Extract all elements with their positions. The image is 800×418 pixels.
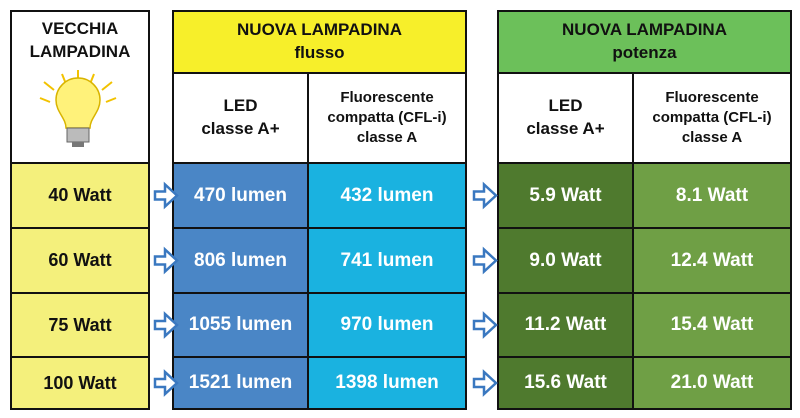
cell-text: compatta (CFL-i) xyxy=(327,108,447,126)
power-cell: 15.4 Watt xyxy=(632,292,792,358)
cell-text: 1521 lumen xyxy=(188,372,293,394)
cell-text: 60 Watt xyxy=(48,250,112,271)
flux-column-header: Fluorescente compatta (CFL-i) classe A xyxy=(307,72,467,164)
arrow xyxy=(153,311,179,339)
cell-text: 470 lumen xyxy=(194,184,287,206)
flux-cell: 806 lumen xyxy=(172,227,309,294)
cell-text: 432 lumen xyxy=(340,184,434,206)
power-cell: 21.0 Watt xyxy=(632,356,792,410)
cell-text: compatta (CFL-i) xyxy=(652,108,772,126)
cell-text: VECCHIA LAMPADINA xyxy=(29,19,131,61)
cell-text: classe A+ xyxy=(201,119,280,138)
old-bulb-cell: 40 Watt xyxy=(10,162,150,229)
arrow xyxy=(472,369,498,397)
cell-text: 9.0 Watt xyxy=(529,249,602,271)
cell-text: 806 lumen xyxy=(194,249,287,271)
cell-text: 970 lumen xyxy=(340,314,434,336)
cell-text: 5.9 Watt xyxy=(529,184,602,206)
old-bulb-cell: 100 Watt xyxy=(10,356,150,410)
cell-text: classe A+ xyxy=(526,119,605,138)
cell-text: 15.6 Watt xyxy=(524,372,607,394)
cell-text: NUOVA LAMPADINA xyxy=(562,20,727,40)
cell-text: LED xyxy=(223,96,258,116)
cell-text: classe A xyxy=(356,129,418,147)
cell-text: 15.4 Watt xyxy=(670,314,754,336)
cell-text: Fluorescente xyxy=(665,88,759,106)
cell-text: potenza xyxy=(612,43,677,62)
flux-cell: 741 lumen xyxy=(307,227,467,294)
arrow xyxy=(153,369,179,397)
flux-cell: 1055 lumen xyxy=(172,292,309,358)
cell-text: 741 lumen xyxy=(340,249,434,271)
power-cell: 12.4 Watt xyxy=(632,227,792,294)
arrow xyxy=(153,246,179,275)
cell-text: LED xyxy=(548,96,583,116)
old-bulb-cell: 75 Watt xyxy=(10,292,150,358)
power-column-header: LED classe A+ xyxy=(497,72,634,164)
arrow xyxy=(472,311,498,339)
bulb-icon xyxy=(39,70,117,147)
cell-text: 1055 lumen xyxy=(188,314,293,336)
power-cell: 11.2 Watt xyxy=(497,292,634,358)
cell-text: 40 Watt xyxy=(48,185,112,206)
cell-text: NUOVA LAMPADINA xyxy=(237,20,402,40)
power-cell: 15.6 Watt xyxy=(497,356,634,410)
flux-cell: 1398 lumen xyxy=(307,356,467,410)
power-cell: 8.1 Watt xyxy=(632,162,792,229)
cell-text: 11.2 Watt xyxy=(524,314,607,336)
power-column-header: Fluorescente compatta (CFL-i) classe A xyxy=(632,72,792,164)
cell-text: 100 Watt xyxy=(43,372,117,393)
cell-text: 12.4 Watt xyxy=(670,249,754,271)
cell-text: 8.1 Watt xyxy=(675,184,749,206)
flux-column-header: LED classe A+ xyxy=(172,72,309,164)
arrow xyxy=(472,181,498,210)
arrow xyxy=(153,181,179,210)
flux-header: NUOVA LAMPADINA flusso xyxy=(172,10,467,74)
cell-text: 21.0 Watt xyxy=(670,372,754,394)
cell-text: 1398 lumen xyxy=(335,372,439,394)
arrow xyxy=(472,246,498,275)
cell-text: flusso xyxy=(294,43,345,62)
flux-cell: 1521 lumen xyxy=(172,356,309,410)
cell-text: classe A xyxy=(681,129,743,147)
cell-text: Fluorescente xyxy=(340,88,434,106)
cell-text: 75 Watt xyxy=(48,314,112,335)
